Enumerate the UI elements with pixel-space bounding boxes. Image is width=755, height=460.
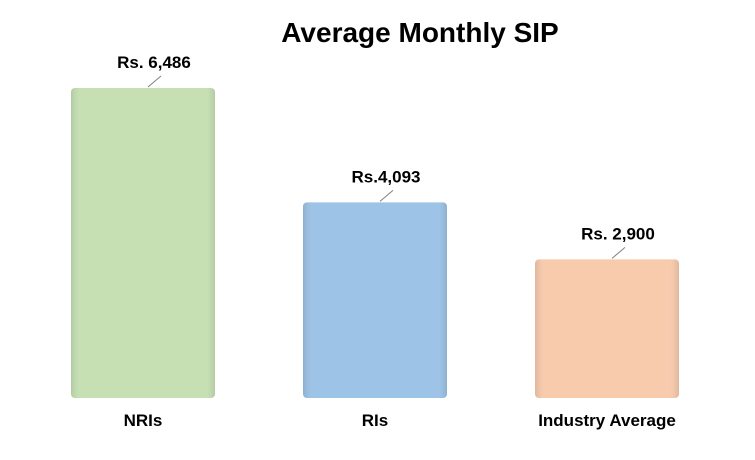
data-label-leader — [147, 75, 162, 88]
x-tick-label: RIs — [362, 411, 388, 430]
data-label-leader — [611, 247, 626, 259]
x-tick-label: Industry Average — [538, 411, 676, 430]
bar-shading — [303, 202, 447, 398]
x-tick-label: NRIs — [124, 411, 163, 430]
data-label: Rs. 2,900 — [581, 224, 655, 243]
bar-shading — [535, 259, 679, 398]
labels-layer: Rs. 6,486 NRIs Rs.4,093 RIs Rs. 2,900 Industr… — [117, 53, 676, 430]
data-label: Rs.4,093 — [352, 167, 421, 186]
data-label: Rs. 6,486 — [117, 53, 191, 72]
bar-shading — [71, 88, 215, 398]
bars-layer — [71, 88, 679, 398]
data-label-leader — [379, 189, 394, 202]
chart-title: Average Monthly SIP — [281, 17, 558, 48]
